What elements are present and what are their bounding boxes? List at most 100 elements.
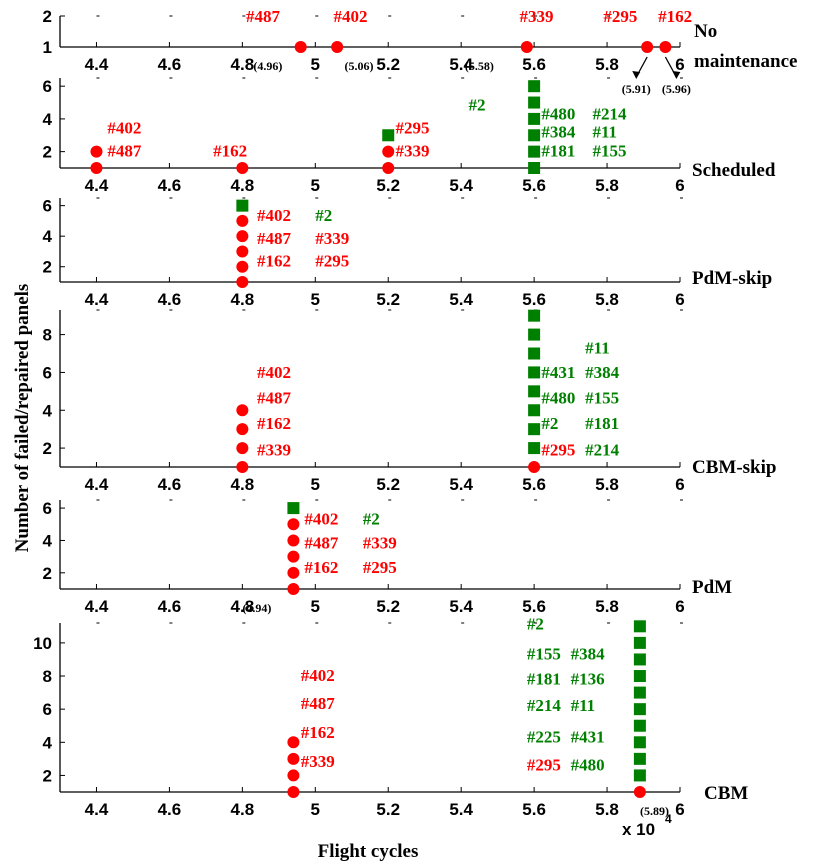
x-tick-label: 5.6 [522, 597, 546, 616]
panel-scheduled: 4.4 4.6 4.8 5 5.2 5.4 5.6 5.8 6 2 4 6 #402 #487 #162 #2… [43, 77, 776, 195]
panel-id-label: #2 [363, 509, 380, 528]
x-tick-label: 4.4 [85, 475, 109, 494]
panel-id-label: #2 [315, 206, 332, 225]
y-tick-label: 4 [43, 401, 53, 420]
y-tick-label: 4 [43, 110, 53, 129]
failed-panel-marker [236, 442, 249, 455]
y-tick-label: 2 [43, 564, 52, 583]
x-tick-label: 5.8 [595, 290, 619, 309]
x-tick-label: 5.6 [522, 55, 546, 74]
value-label: (5.91) [622, 82, 651, 96]
panel-no-maintenance: 4.4 4.6 4.8 5 5.2 5.4 5.6 5.8 6 1 2 #487 #402 #339 #29… [43, 7, 798, 96]
repaired-panel-marker [633, 736, 646, 749]
failed-panel-marker [90, 145, 103, 158]
x-tick-label: 5.8 [595, 597, 619, 616]
x-tick-label: 4.4 [85, 55, 109, 74]
x-tick-label: 4.4 [85, 597, 109, 616]
y-tick-label: 2 [43, 7, 52, 26]
panel-id-label: #2 [527, 615, 544, 634]
failed-panel-marker [287, 583, 300, 595]
panel-pdm-skip: 4.4 4.6 4.8 5 5.2 5.4 5.6 5.8 6 2 4 6 #402 #2 #487 #339… [43, 197, 773, 309]
panel-id-label: #402 [257, 206, 291, 225]
repaired-panel-marker [633, 752, 646, 765]
panel-id-label: #480 [571, 755, 605, 774]
failed-panel-marker [633, 786, 646, 798]
failed-panel-marker [294, 41, 307, 53]
failed-panel-marker [287, 534, 300, 547]
panel-id-label: #295 [527, 755, 561, 774]
panel-id-label: #339 [396, 142, 430, 161]
y-tick-label: 8 [43, 667, 52, 686]
repaired-panel-marker [528, 328, 541, 341]
panel-id-label: #402 [107, 119, 141, 138]
x-tick-label: 4.6 [158, 475, 182, 494]
panel-id-label: #11 [585, 339, 610, 358]
repaired-panel-marker [528, 385, 541, 398]
panel-id-label: #295 [541, 441, 575, 460]
x-tick-label: 6 [675, 475, 684, 494]
x-tick-label: 4.8 [231, 597, 255, 616]
x-tick-label: 4.8 [231, 475, 255, 494]
y-tick-label: 4 [43, 227, 53, 246]
x-tick-label: 6 [675, 55, 684, 74]
x-tick-label: 5.4 [449, 290, 473, 309]
failed-panel-marker [331, 41, 344, 53]
value-label: (5.96) [662, 82, 691, 96]
panel-id-label: #295 [363, 558, 397, 577]
x-tick-label: 5.4 [449, 597, 473, 616]
x-tick-label: 5.8 [595, 176, 619, 195]
panel-id-label: #339 [520, 7, 554, 26]
repaired-panel-marker [633, 703, 646, 716]
panel-label: No [694, 21, 717, 42]
panel-id-label: #162 [257, 414, 291, 433]
y-tick-label: 10 [33, 634, 52, 653]
failed-panel-marker [236, 404, 249, 417]
failed-panel-marker [236, 276, 249, 288]
repaired-panel-marker [633, 719, 646, 732]
x-tick-label: 6 [675, 290, 684, 309]
panel-id-label: #2 [468, 96, 485, 115]
panel-label: PdM [692, 577, 732, 598]
repaired-panel-marker [528, 442, 541, 455]
panel-id-label: #402 [334, 7, 368, 26]
panel-id-label: #480 [541, 389, 575, 408]
x-tick-label: 5 [311, 597, 320, 616]
x-tick-label: 4.8 [231, 290, 255, 309]
failed-panel-marker [382, 162, 395, 174]
panel-id-label: #11 [592, 123, 617, 142]
failed-panel-marker [236, 423, 249, 436]
x-tick-label: 4.6 [158, 176, 182, 195]
failed-panel-marker [287, 769, 300, 782]
panel-id-label: #431 [571, 727, 605, 746]
repaired-panel-marker [528, 423, 541, 436]
repaired-panel-marker [528, 80, 541, 93]
y-tick-label: 2 [43, 143, 52, 162]
repaired-panel-marker [633, 769, 646, 782]
y-tick-label: 4 [43, 733, 53, 752]
panel-id-label: #295 [396, 119, 430, 138]
x-tick-label: 5.8 [595, 475, 619, 494]
panel-label: CBM-skip [692, 457, 776, 478]
failed-panel-marker [641, 41, 654, 53]
value-label: (4.94) [242, 601, 271, 615]
failed-panel-marker [382, 145, 395, 158]
x-tick-label: 5.4 [449, 176, 473, 195]
panel-id-label: #480 [541, 105, 575, 124]
panel-id-label: #487 [107, 142, 142, 161]
x-tick-label: 5 [311, 800, 320, 819]
value-label: (5.58) [465, 59, 494, 73]
failed-panel-marker [287, 736, 300, 749]
y-tick-label: 6 [43, 363, 52, 382]
repaired-panel-marker [633, 620, 646, 633]
failed-panel-marker [520, 41, 533, 53]
panel-id-label: #384 [541, 123, 576, 142]
arrow-head [672, 71, 681, 79]
failed-panel-marker [287, 518, 300, 531]
value-label: (5.89) [640, 804, 669, 818]
x-tick-label: 5 [311, 475, 320, 494]
failed-panel-marker [287, 752, 300, 765]
repaired-panel-marker [287, 502, 300, 515]
panel-id-label: #181 [527, 669, 561, 688]
repaired-panel-marker [528, 112, 541, 125]
